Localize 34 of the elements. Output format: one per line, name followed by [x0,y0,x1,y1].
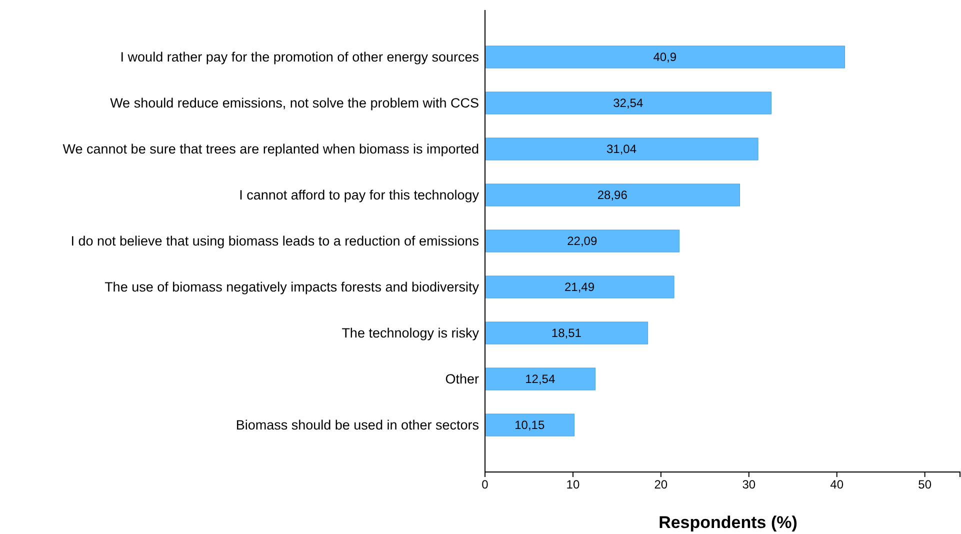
bar [484,230,680,252]
bar [484,184,740,206]
x-tick-label: 30 [742,478,756,492]
bar [484,46,846,68]
bar [484,276,674,298]
y-tick-label: The use of biomass negatively impacts forests and biodiversity [104,279,480,294]
y-tick-label: The technology is risky [342,325,480,340]
x-tick-label: 10 [566,478,580,492]
y-tick-label: Biomass should be used in other sectors [236,417,480,432]
y-tick-label: We should reduce emissions, not solve the problem with CCS [110,95,479,110]
data-label: 12,54 [525,372,556,386]
data-label: 28,96 [597,188,628,202]
bar [484,92,772,114]
x-tick-label: 40 [830,478,844,492]
bar [484,322,648,344]
y-tick-label: I would rather pay for the promotion of other energy sources [120,49,480,64]
bar [484,138,758,160]
y-tick-label: We cannot be sure that trees are replanted when biomass is imported [62,141,479,156]
data-label: 32,54 [613,96,644,110]
data-label: 31,04 [606,142,637,156]
x-tick-label: 20 [654,478,668,492]
x-axis-title: Respondents (%) [658,513,798,532]
data-label: 40,9 [653,50,677,64]
data-label: 22,09 [567,234,598,248]
bar [484,368,596,390]
x-tick-label: 0 [482,478,489,492]
data-label: 21,49 [564,280,595,294]
data-label: 18,51 [551,326,582,340]
data-label: 10,15 [514,418,545,432]
y-tick-label: I cannot afford to pay for this technology [239,187,480,202]
bar [484,414,575,436]
y-tick-label: I do not believe that using biomass leads to a reduction of emissions [70,233,480,248]
y-tick-label: Other [445,371,480,386]
x-tick-label: 50 [918,478,932,492]
